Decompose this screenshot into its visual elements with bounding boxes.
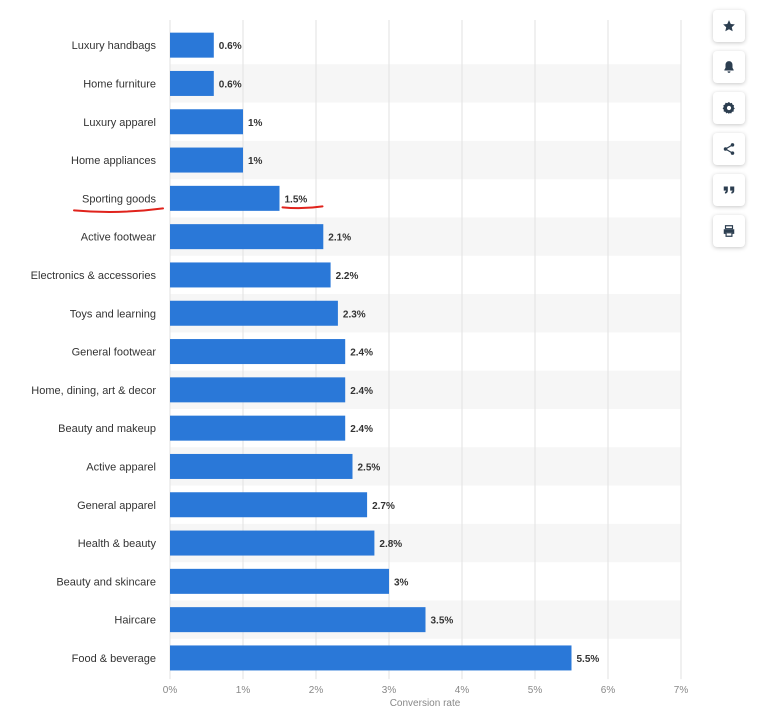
favorite-button[interactable]: [713, 10, 745, 42]
x-axis-ticks: 0% 1% 2% 3% 4% 5% 6% 7%: [163, 685, 689, 696]
value-label: 1%: [248, 118, 263, 129]
bar: [170, 415, 346, 441]
bar: [170, 224, 324, 250]
print-icon: [723, 225, 735, 237]
bar: [170, 262, 331, 288]
row-band: [170, 64, 681, 103]
value-label: 1.5%: [285, 194, 308, 205]
star-icon: [723, 20, 735, 32]
category-underline: [73, 207, 164, 213]
bell-icon: [724, 61, 734, 73]
category-label: Home, dining, art & decor: [31, 385, 156, 397]
category-label: Active footwear: [81, 232, 157, 244]
value-label: 2.4%: [350, 424, 373, 435]
value-label: 3.5%: [431, 616, 454, 627]
row-band: [170, 140, 681, 180]
bar: [170, 109, 243, 135]
gear-icon: [722, 101, 735, 115]
bars: [170, 32, 572, 671]
bar: [170, 607, 426, 633]
settings-button[interactable]: [713, 92, 745, 124]
x-tick-label: 2%: [309, 685, 324, 696]
bar: [170, 147, 243, 173]
category-label: Electronics & accessories: [31, 270, 157, 282]
category-label: Luxury handbags: [72, 40, 157, 52]
category-label: Beauty and skincare: [56, 576, 156, 588]
cite-button[interactable]: [713, 174, 745, 206]
category-label: Home appliances: [71, 155, 156, 167]
value-label: 2.7%: [372, 501, 395, 512]
value-underline: [281, 205, 324, 210]
value-label: 2.8%: [379, 539, 402, 550]
value-label: 2.2%: [336, 271, 359, 282]
x-tick-label: 0%: [163, 685, 178, 696]
bar: [170, 32, 214, 58]
bar: [170, 492, 368, 518]
category-label: General apparel: [77, 500, 156, 512]
share-icon: [723, 143, 735, 155]
x-axis-title: Conversion rate: [390, 698, 461, 709]
x-tick-label: 6%: [601, 685, 616, 696]
category-label: General footwear: [72, 347, 157, 359]
bar: [170, 300, 338, 326]
value-label: 2.5%: [358, 462, 381, 473]
value-labels: 0.6% 0.6% 1% 1% 1.5% 2.1% 2.2% 2.3% 2.4% 2.4% 2.4%…: [219, 41, 600, 665]
bar: [170, 530, 375, 556]
value-label: 1%: [248, 156, 263, 167]
x-tick-label: 3%: [382, 685, 397, 696]
category-label: Sporting goods: [82, 193, 156, 205]
print-button[interactable]: [713, 215, 745, 247]
bar: [170, 339, 346, 365]
category-label: Health & beauty: [78, 538, 157, 550]
value-label: 5.5%: [577, 654, 600, 665]
x-tick-label: 1%: [236, 685, 251, 696]
x-tick-label: 4%: [455, 685, 470, 696]
category-label: Haircare: [114, 615, 156, 627]
value-label: 3%: [394, 577, 409, 588]
bar: [170, 453, 353, 479]
category-label: Luxury apparel: [83, 117, 156, 129]
category-label: Active apparel: [86, 461, 156, 473]
value-label: 0.6%: [219, 79, 242, 90]
share-button[interactable]: [713, 133, 745, 165]
category-label: Toys and learning: [70, 308, 156, 320]
bar: [170, 70, 214, 96]
bar: [170, 377, 346, 403]
value-label: 2.4%: [350, 348, 373, 359]
bar: [170, 185, 280, 211]
value-label: 2.1%: [328, 233, 351, 244]
chart-toolbar: [713, 10, 745, 256]
bar: [170, 645, 572, 671]
x-tick-label: 7%: [674, 685, 689, 696]
quote-icon: [723, 186, 735, 194]
value-label: 0.6%: [219, 41, 242, 52]
bar: [170, 568, 389, 594]
category-label: Home furniture: [83, 78, 156, 90]
value-label: 2.3%: [343, 309, 366, 320]
category-labels: Luxury handbags Home furniture Luxury appa…: [31, 40, 157, 665]
notification-button[interactable]: [713, 51, 745, 83]
highlight-annotation: [73, 205, 324, 213]
category-label: Food & beverage: [72, 653, 156, 665]
category-label: Beauty and makeup: [58, 423, 156, 435]
value-label: 2.4%: [350, 386, 373, 397]
x-tick-label: 5%: [528, 685, 543, 696]
bar-chart: Luxury handbags Home furniture Luxury appa…: [31, 20, 689, 709]
